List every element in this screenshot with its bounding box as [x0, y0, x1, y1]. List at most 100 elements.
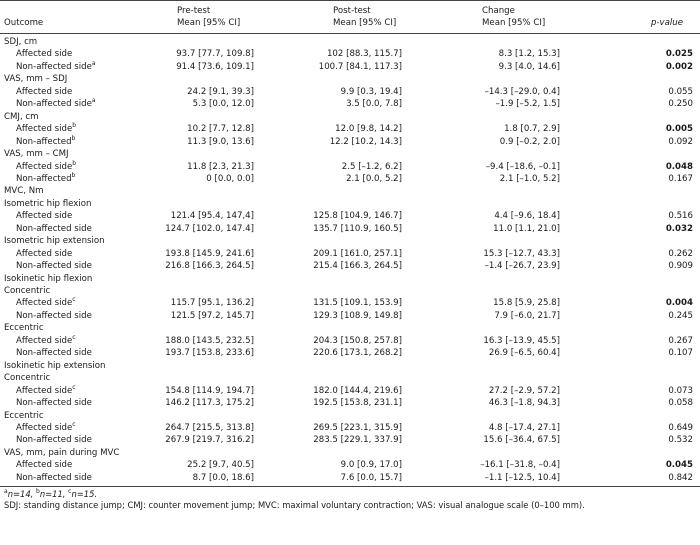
table-row: Non-affected side 8.7 [0.0, 18.6] 7.6 [0.0… — [0, 473, 700, 485]
row-label-footnote-mark: c — [72, 383, 76, 391]
pre-test-cell: 124.7 [102.0, 147.4] — [165, 223, 254, 234]
post-test-cell: 192.5 [153.8, 231.1] — [313, 398, 402, 409]
row-label: Non-affectedb — [16, 134, 76, 147]
table-row: Affected sideb 11.8 [2.3, 21.3] 2.5 [–1.2,… — [0, 159, 700, 174]
header-post-ci: Mean [95% CI] — [333, 18, 397, 28]
header-change-ci: Mean [95% CI] — [482, 18, 546, 28]
change-cell: 15.3 [–12.7, 43.3] — [483, 248, 560, 259]
p-value-cell: 0.267 — [668, 335, 693, 346]
table-row: Affected side 121.4 [95.4, 147,4] 125.8 [1… — [0, 211, 700, 223]
row-label: Affected side — [16, 460, 73, 471]
footnote-a-mark: a — [4, 488, 8, 496]
header-pre-ci: Mean [95% CI] — [177, 18, 241, 28]
table-bottom-rule — [0, 486, 700, 488]
post-test-cell: 129.3 [108.9, 149.8] — [313, 310, 402, 321]
footnote-abbreviations: SDJ: standing distance jump; CMJ: counte… — [4, 500, 585, 511]
section-label: VAS, mm – CMJ — [4, 149, 69, 160]
p-value-cell: 0.250 — [668, 99, 693, 110]
change-cell: 0.9 [–0.2, 2.0] — [499, 136, 560, 147]
post-test-cell: 100.7 [84.1, 117.3] — [318, 61, 402, 72]
p-value-cell: 0.842 — [668, 472, 693, 483]
table-row: Non-affected side 193.7 [153.8, 233.6] 220… — [0, 348, 700, 360]
post-test-cell: 182.0 [144.4, 219.6] — [313, 385, 402, 396]
row-label-footnote-mark: c — [72, 333, 76, 341]
header-post-test: Post-test — [333, 6, 371, 16]
table-row: Affected side 193.8 [145.9, 241.6] 209.1 [… — [0, 249, 700, 261]
section-label: VAS, mm – SDJ — [4, 74, 68, 85]
table-row: Affected sidec 264.7 [215.5, 313.8] 269.5 … — [0, 421, 700, 435]
pre-test-cell: 0 [0.0, 0.0] — [206, 173, 254, 184]
change-cell: –1.1 [–12.5, 10.4] — [484, 472, 560, 483]
change-cell: –14.3 [–29.0, 0.4] — [484, 86, 560, 97]
row-label: Affected side — [16, 248, 73, 259]
post-test-cell: 7.6 [0.0, 15.7] — [340, 472, 402, 483]
row-label: Non-affected side — [16, 261, 92, 272]
row-label: Non-affected sidea — [16, 60, 96, 72]
section-label: CMJ, cm — [4, 111, 39, 122]
table-row: Affected sidec 115.7 [95.1, 136.2] 131.5 [… — [0, 297, 700, 310]
change-cell: 16.3 [–13.9, 45.5] — [483, 335, 560, 346]
p-value-cell: 0.048 — [665, 161, 693, 172]
p-value-cell: 0.055 — [668, 86, 693, 97]
row-label: Non-affected side — [16, 398, 92, 409]
table-row: Affected side 93.7 [77.7, 109.8] 102 [88.3… — [0, 49, 700, 61]
section-label: VAS, mm, pain during MVC — [4, 447, 120, 458]
post-test-cell: 220.6 [173.1, 268.2] — [313, 348, 402, 359]
section-heading-row: Isometric hip flexion — [0, 199, 700, 211]
table-header: Outcome Pre-test Mean [95% CI] Post-test… — [0, 0, 700, 34]
section-heading-row: VAS, mm, pain during MVC — [0, 448, 700, 460]
p-value-cell: 0.245 — [668, 310, 693, 321]
pre-test-cell: 193.7 [153.8, 233.6] — [165, 348, 254, 359]
row-label: Affected sidec — [16, 333, 76, 346]
section-heading-row: SDJ, cm — [0, 37, 700, 49]
section-heading-row: Concentric — [0, 373, 700, 385]
footnote-b-mark: b — [36, 488, 40, 496]
post-test-cell: 2.1 [0.0, 5.2] — [346, 173, 402, 184]
pre-test-cell: 121.4 [95.4, 147,4] — [170, 211, 254, 222]
table-row: Affected side 24.2 [9.1, 39.3] 9.9 [0.3, 1… — [0, 87, 700, 99]
pre-test-cell: 11.8 [2.3, 21.3] — [187, 161, 254, 172]
p-value-cell: 0.032 — [665, 223, 693, 234]
pre-test-cell: 10.2 [7.7, 12.8] — [187, 124, 254, 135]
row-label-footnote-mark: c — [72, 421, 76, 429]
section-label: Concentric — [4, 286, 51, 296]
section-label: Eccentric — [4, 323, 44, 334]
section-heading-row: MVC, Nm — [0, 186, 700, 198]
p-value-cell: 0.167 — [668, 173, 693, 184]
table-row: Non-affectedb 11.3 [9.0, 13.6] 12.2 [10.2,… — [0, 134, 700, 149]
change-cell: –1.9 [–5.2, 1.5] — [495, 99, 561, 110]
row-label-footnote-mark: b — [71, 134, 76, 142]
p-value-cell: 0.262 — [668, 248, 693, 259]
row-label: Affected sidec — [16, 383, 76, 396]
footnote-c-text: n=15. — [71, 489, 98, 500]
section-label: Eccentric — [4, 410, 44, 421]
section-label: SDJ, cm — [4, 37, 38, 47]
change-cell: 26.9 [–6.5, 60.4] — [488, 348, 560, 359]
row-label-footnote-mark: a — [91, 97, 96, 105]
pre-test-cell: 8.7 [0.0, 18.6] — [192, 472, 254, 483]
header-change: Change — [482, 6, 515, 16]
table-row: Affected sidec 188.0 [143.5, 232.5] 204.3 … — [0, 333, 700, 348]
section-heading-row: Isokinetic hip flexion — [0, 274, 700, 286]
post-test-cell: 131.5 [109.1, 153.9] — [313, 298, 402, 309]
table-row: Non-affectedb 0 [0.0, 0.0] 2.1 [0.0, 5.2] 2… — [0, 173, 700, 186]
p-value-cell: 0.516 — [668, 211, 693, 222]
section-heading-row: Eccentric — [0, 323, 700, 335]
post-test-cell: 102 [88.3, 115.7] — [326, 49, 402, 60]
header-p-value: p-value — [651, 18, 684, 28]
section-label: Isometric hip extension — [4, 236, 105, 247]
change-cell: 15.8 [5.9, 25.8] — [493, 298, 560, 309]
footnote-sample-sizes: an=14, bn=11, cn=15. — [4, 489, 97, 500]
post-test-cell: 12.2 [10.2, 14.3] — [329, 136, 402, 147]
p-value-cell: 0.649 — [668, 422, 693, 433]
p-value-cell: 0.107 — [668, 348, 693, 359]
pre-test-cell: 193.8 [145.9, 241.6] — [165, 248, 254, 259]
pre-test-cell: 146.2 [117.3, 175.2] — [165, 398, 254, 409]
section-heading-row: Isokinetic hip extension — [0, 361, 700, 373]
row-label: Affected sideb — [16, 159, 77, 172]
pre-test-cell: 115.7 [95.1, 136.2] — [170, 298, 254, 309]
post-test-cell: 215.4 [166.3, 264.5] — [313, 261, 402, 272]
p-value-cell: 0.058 — [668, 398, 693, 409]
change-cell: 8.3 [1.2, 15.3] — [498, 49, 560, 60]
